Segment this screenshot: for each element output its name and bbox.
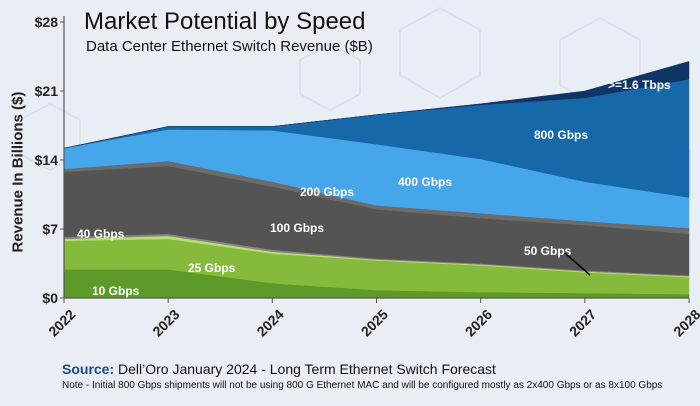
chart-subtitle: Data Center Ethernet Switch Revenue ($B)	[86, 38, 373, 55]
label-100-gbps: 100 Gbps	[270, 221, 324, 235]
series-labels: 10 Gbps 25 Gbps 40 Gbps 50 Gbps 100 Gbps 200 …	[77, 78, 671, 298]
y-tick-label: $0	[42, 290, 58, 306]
x-tick-label: 2023	[149, 306, 182, 339]
x-tick-label: 2025	[358, 306, 391, 339]
label-50-gbps: 50 Gbps	[524, 244, 572, 258]
label-800-gbps: 800 Gbps	[534, 128, 588, 142]
x-tick-label: 2027	[566, 306, 599, 339]
y-tick-label: $7	[42, 221, 58, 237]
area-series-group	[63, 61, 690, 299]
x-tick-label: 2024	[253, 306, 286, 339]
label-200-gbps: 200 Gbps	[300, 185, 354, 199]
y-axis-label: Revenue In Billions ($)	[9, 91, 27, 253]
label-25-gbps: 25 Gbps	[188, 261, 236, 275]
area-1-6-tbps	[63, 61, 690, 149]
source-line: Source: Dell’Oro January 2024 - Long Ter…	[62, 361, 496, 377]
50gbps-callout-line	[564, 252, 591, 276]
footnote: Note - Initial 800 Gbps shipments will n…	[62, 380, 663, 391]
x-tick-label: 2026	[462, 306, 495, 339]
label-400-gbps: 400 Gbps	[398, 175, 452, 189]
label-40-gbps: 40 Gbps	[77, 227, 125, 241]
x-tick-label: 2022	[45, 306, 78, 339]
source-label: Source:	[62, 361, 115, 377]
y-tick-label: $28	[35, 14, 59, 30]
label-1-6-tbps: >=1.6 Tbps	[608, 78, 671, 92]
source-text: Dell’Oro January 2024 - Long Term Ethern…	[118, 361, 496, 377]
chart-title: Market Potential by Speed	[84, 8, 366, 35]
x-tick-label: 2028	[670, 306, 700, 339]
label-10-gbps: 10 Gbps	[92, 284, 140, 298]
y-tick-label: $21	[35, 83, 59, 99]
y-tick-label: $14	[35, 152, 59, 168]
